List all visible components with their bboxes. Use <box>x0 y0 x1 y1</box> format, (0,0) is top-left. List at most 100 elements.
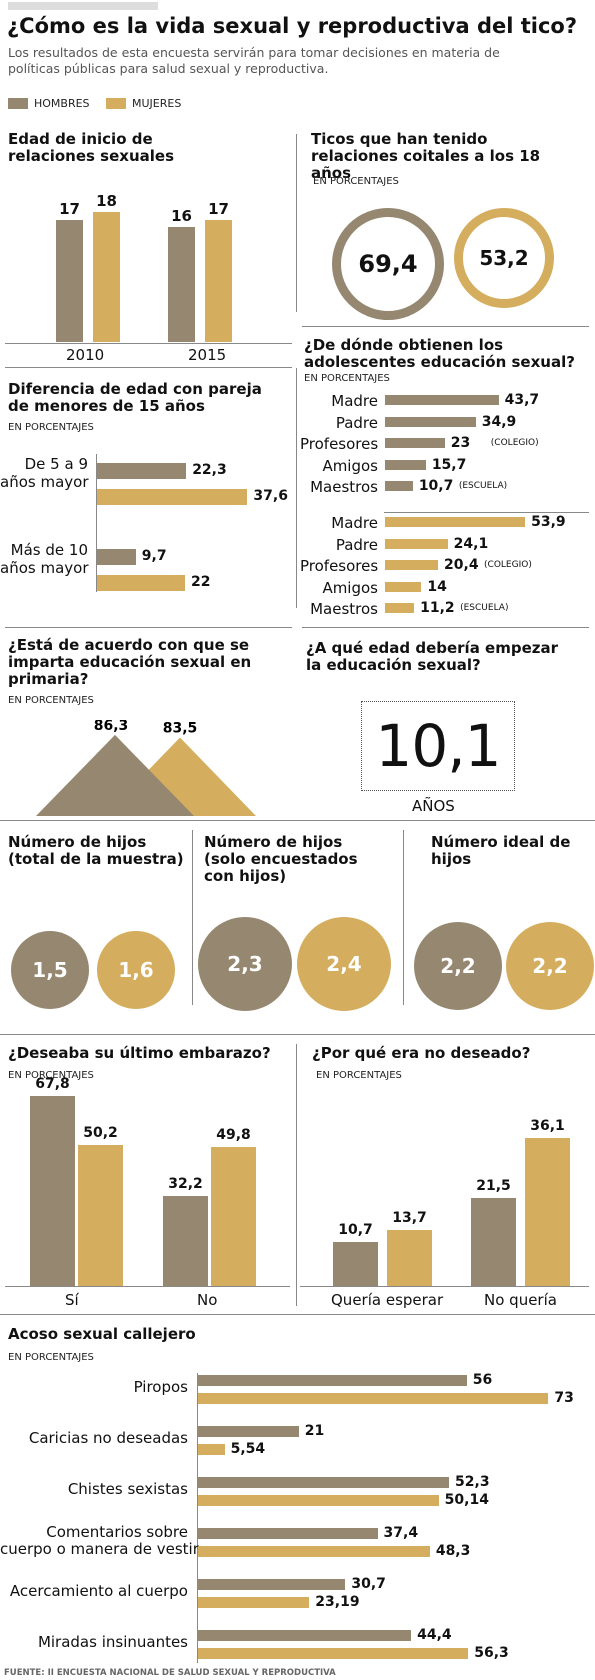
acuerdo-value-men: 86,3 <box>94 720 129 734</box>
coitales-men-value: 69,4 <box>358 250 418 278</box>
educacion-bar-maestros-men <box>385 481 413 491</box>
tick-label-2015: 2015 <box>188 346 227 364</box>
acoso-cat-caricias-no-deseadas-line0: Caricias no deseadas <box>28 1429 188 1447</box>
hijos-con-women-value: 2,4 <box>326 952 362 976</box>
hijos-ideal-women-circle: 2,2 <box>506 922 594 1010</box>
educacion-value-madre-women: 53,9 <box>531 514 566 530</box>
bar-2010-women <box>93 212 120 342</box>
acuerdo-units: EN PORCENTAJES <box>8 695 94 706</box>
educacion-bar-madre-women <box>385 517 526 527</box>
acoso-cat-comentarios-sobre-cuerpo-o-manera-de-vestir-line1: cuerpo o manera de vestir <box>0 1540 199 1558</box>
educacion-group-divider <box>384 512 589 513</box>
no-deseado-title: ¿Por qué era no deseado? <box>312 1044 531 1062</box>
educacion-bar-padre-women <box>385 538 448 549</box>
no-deseado-axis <box>300 1286 589 1287</box>
value-label-queria-esperar-women: 13,7 <box>392 1209 427 1226</box>
bar-no-men <box>163 1195 208 1286</box>
acoso-value-chistes-sexistas-men: 52,3 <box>455 1474 490 1490</box>
acoso-axis <box>197 1373 198 1663</box>
tick-label-si: Sí <box>65 1291 79 1309</box>
legend-swatch-women <box>106 98 126 109</box>
acoso-value-caricias-no-deseadas-women: 5,54 <box>230 1441 266 1457</box>
acoso-bar-chistes-sexistas-men <box>198 1477 450 1488</box>
educacion-cat-amigos-men: Amigos <box>322 456 378 475</box>
acoso-bar-caricias-no-deseadas-women <box>198 1444 225 1455</box>
bar-si-men <box>30 1096 75 1286</box>
acoso-value-acercamiento-al-cuerpo-men: 30,7 <box>351 1576 386 1592</box>
bar-no-women <box>211 1146 256 1286</box>
acoso-cat-acercamiento-al-cuerpo-line0: Acercamiento al cuerpo <box>9 1582 188 1600</box>
coitales-men-ring: 69,4 <box>332 208 444 320</box>
acoso-bar-acercamiento-al-cuerpo-women <box>198 1597 310 1608</box>
edad-educacion-title: ¿A qué edad debería empezar la educación… <box>306 639 559 674</box>
acoso-bar-caricias-no-deseadas-men <box>198 1426 299 1437</box>
diferencia-value-mas-de-10-anos-mayor-women: 22 <box>191 574 211 590</box>
educacion-title: ¿De dónde obtienen los adolescentes educ… <box>304 336 575 371</box>
acoso-units: EN PORCENTAJES <box>8 1352 94 1363</box>
acoso-value-miradas-insinuantes-men: 44,4 <box>417 1627 452 1643</box>
acoso-bar-acercamiento-al-cuerpo-men <box>198 1579 346 1590</box>
value-label-si-men: 67,8 <box>35 1076 70 1093</box>
diferencia-cat-mas-de-10-anos-mayor-line1: años mayor <box>0 559 89 577</box>
coitales-women-ring: 53,2 <box>454 208 554 308</box>
educacion-bar-maestros-women <box>385 603 415 613</box>
divider-left-2 <box>5 627 292 628</box>
educacion-bar-amigos-women <box>385 581 422 592</box>
value-label-queria-esperar-men: 10,7 <box>338 1222 373 1239</box>
tick-label-no: No <box>197 1291 218 1309</box>
educacion-bar-madre-men <box>385 395 499 405</box>
divider-full-1 <box>0 820 595 821</box>
bar-no-queria-women <box>525 1137 570 1286</box>
acuerdo-chart: 83,5 86,3 <box>36 720 256 816</box>
page-subtitle: Los resultados de esta encuesta servirán… <box>8 45 500 76</box>
edad-educacion-unit: AÑOS <box>412 797 455 815</box>
acoso-bar-miradas-insinuantes-women <box>198 1648 469 1659</box>
diferencia-cat-mas-de-10-anos-mayor-line0: Más de 10 <box>10 541 88 559</box>
diferencia-units: EN PORCENTAJES <box>8 422 94 433</box>
educacion-value-maestros-women: 11,2 <box>420 600 455 616</box>
bar-2015-men <box>168 226 195 342</box>
educacion-bar-profesores-men <box>385 438 445 448</box>
bar-queria-esperar-men <box>333 1242 378 1286</box>
educacion-cat-madre-men: Madre <box>331 392 378 410</box>
educacion-value-padre-men: 34,9 <box>481 413 517 430</box>
diferencia-value-mas-de-10-anos-mayor-men: 9,7 <box>141 548 167 564</box>
coitales-women-value: 53,2 <box>479 246 529 270</box>
divider-left-1 <box>5 367 292 368</box>
acoso-value-comentarios-sobre-cuerpo-o-manera-de-vestir-men: 37,4 <box>383 1525 419 1541</box>
acoso-value-comentarios-sobre-cuerpo-o-manera-de-vestir-women: 48,3 <box>435 1543 471 1559</box>
educacion-bar-amigos-men <box>385 459 426 470</box>
coitales-title: Ticos que han tenido relaciones coitales… <box>311 130 541 182</box>
tick-label-no-queria: No quería <box>484 1291 557 1309</box>
divider-full-3 <box>0 1314 595 1315</box>
acoso-bar-piropos-men <box>198 1375 467 1386</box>
legend-label-women: MUJERES <box>132 97 182 110</box>
acoso-cat-miradas-insinuantes-line0: Miradas insinuantes <box>37 1633 188 1651</box>
edad-educacion-box: 10,1 <box>361 701 515 791</box>
acoso-value-piropos-women: 73 <box>554 1390 574 1406</box>
legend-label-men: HOMBRES <box>34 97 90 110</box>
diferencia-bar-de-5-a-9-anos-mayor-men <box>97 463 187 479</box>
acoso-value-chistes-sexistas-women: 50,14 <box>444 1492 489 1508</box>
hijos-ideal-men-value: 2,2 <box>440 954 476 978</box>
acoso-bar-piropos-women <box>198 1393 549 1404</box>
bar-2010-men <box>56 219 83 342</box>
hijos-con-women-circle: 2,4 <box>297 917 391 1011</box>
divider-hijos-2 <box>403 830 404 1005</box>
acoso-title: Acoso sexual callejero <box>8 1325 196 1343</box>
hijos-ideal-women-value: 2,2 <box>532 954 568 978</box>
divider-full-2 <box>0 1034 595 1035</box>
bar-2015-women <box>205 219 232 342</box>
hijos-ideal-title: Número ideal de hijos <box>431 833 571 868</box>
hijos-con-men-value: 2,3 <box>227 952 263 976</box>
tick-label-queria-esperar: Quería esperar <box>331 1291 444 1309</box>
educacion-value-profesores-men: 23 <box>450 435 471 451</box>
educacion-value-amigos-men: 15,7 <box>431 456 467 473</box>
coitales-units: EN PORCENTAJES <box>313 176 399 187</box>
diferencia-bar-mas-de-10-anos-mayor-men <box>97 549 136 565</box>
acoso-value-caricias-no-deseadas-men: 21 <box>304 1423 325 1439</box>
hijos-con-hijos-title: Número de hijos (solo encuestados con hi… <box>204 833 358 885</box>
educacion-note-profesores-men: (COLEGIO) <box>490 438 539 448</box>
diferencia-bar-de-5-a-9-anos-mayor-women <box>97 489 248 505</box>
hijos-total-women-circle: 1,6 <box>97 931 175 1009</box>
